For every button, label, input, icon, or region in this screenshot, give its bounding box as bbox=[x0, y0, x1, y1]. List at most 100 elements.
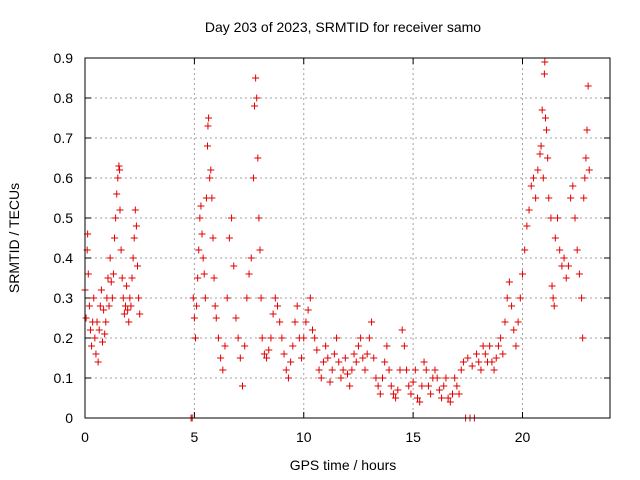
data-point bbox=[510, 326, 518, 334]
data-point bbox=[585, 166, 593, 174]
data-point bbox=[418, 382, 426, 390]
data-point bbox=[86, 326, 94, 334]
data-point bbox=[583, 126, 591, 134]
data-point bbox=[306, 294, 314, 302]
data-point bbox=[189, 294, 197, 302]
data-point bbox=[219, 366, 227, 374]
data-point bbox=[435, 386, 443, 394]
data-point bbox=[344, 370, 351, 378]
data-point bbox=[92, 350, 100, 358]
data-point bbox=[258, 334, 266, 342]
data-point bbox=[131, 206, 139, 214]
data-point bbox=[269, 310, 277, 318]
data-point bbox=[193, 302, 201, 310]
data-point bbox=[253, 94, 261, 102]
data-point bbox=[326, 378, 334, 386]
y-tick-label: 0.6 bbox=[54, 170, 74, 186]
data-point bbox=[128, 274, 136, 282]
x-tick-label: 10 bbox=[296, 429, 312, 445]
data-point bbox=[534, 166, 542, 174]
data-point bbox=[569, 182, 577, 190]
data-point bbox=[414, 394, 421, 402]
data-point bbox=[107, 278, 115, 286]
data-point bbox=[208, 194, 216, 202]
data-point bbox=[508, 302, 516, 310]
data-point bbox=[117, 246, 125, 254]
y-tick-label: 0.5 bbox=[54, 210, 74, 226]
data-point bbox=[424, 382, 432, 390]
data-point bbox=[368, 318, 376, 326]
data-point bbox=[567, 194, 575, 202]
data-point bbox=[523, 222, 531, 230]
data-point bbox=[313, 346, 321, 354]
data-point bbox=[374, 382, 382, 390]
data-point bbox=[540, 70, 548, 78]
data-point bbox=[333, 334, 341, 342]
data-point bbox=[209, 234, 217, 242]
data-point bbox=[284, 374, 292, 382]
data-point bbox=[453, 382, 461, 390]
data-point bbox=[503, 294, 511, 302]
data-point bbox=[99, 338, 106, 346]
data-point bbox=[254, 154, 262, 162]
data-point bbox=[468, 362, 476, 370]
data-point bbox=[118, 274, 126, 282]
data-point bbox=[225, 234, 233, 242]
data-point bbox=[581, 174, 589, 182]
data-point bbox=[438, 394, 446, 402]
data-point bbox=[119, 294, 127, 302]
data-point bbox=[105, 302, 113, 310]
data-point bbox=[361, 366, 369, 374]
data-point bbox=[116, 166, 124, 174]
data-point bbox=[113, 190, 121, 198]
data-point bbox=[505, 278, 513, 286]
data-point bbox=[560, 254, 568, 262]
y-tick-label: 0.1 bbox=[54, 370, 74, 386]
data-point bbox=[536, 150, 544, 158]
data-point bbox=[543, 126, 551, 134]
data-point bbox=[95, 326, 103, 334]
data-point bbox=[311, 334, 319, 342]
data-point bbox=[263, 354, 271, 362]
data-point bbox=[196, 214, 204, 222]
data-point bbox=[108, 294, 116, 302]
data-point bbox=[328, 366, 336, 374]
data-point bbox=[205, 114, 213, 122]
data-point bbox=[579, 334, 587, 342]
data-point bbox=[354, 342, 362, 350]
data-point bbox=[129, 254, 137, 262]
data-point bbox=[232, 314, 240, 322]
data-point bbox=[251, 102, 259, 110]
data-point bbox=[90, 294, 98, 302]
data-point bbox=[548, 282, 556, 290]
data-point bbox=[457, 366, 465, 374]
data-point bbox=[130, 234, 138, 242]
data-point bbox=[201, 294, 209, 302]
data-point bbox=[541, 58, 549, 66]
y-tick-label: 0 bbox=[65, 410, 73, 426]
data-point bbox=[124, 306, 132, 314]
data-point bbox=[400, 342, 408, 350]
plot-frame bbox=[84, 57, 611, 419]
data-point bbox=[197, 202, 205, 210]
data-point bbox=[564, 262, 572, 270]
data-point bbox=[204, 122, 212, 130]
data-point bbox=[422, 366, 430, 374]
data-point bbox=[527, 182, 535, 190]
data-point bbox=[304, 306, 312, 314]
data-point bbox=[249, 174, 257, 182]
data-point bbox=[488, 358, 496, 366]
data-point bbox=[575, 270, 583, 278]
data-point bbox=[547, 214, 555, 222]
data-point bbox=[322, 342, 330, 350]
data-point bbox=[91, 334, 99, 342]
data-point bbox=[479, 342, 487, 350]
data-point bbox=[241, 342, 249, 350]
data-point bbox=[551, 234, 559, 242]
data-point bbox=[265, 346, 273, 354]
data-point bbox=[230, 262, 238, 270]
data-point bbox=[538, 106, 546, 114]
data-point bbox=[409, 378, 417, 386]
data-point bbox=[223, 294, 231, 302]
data-point bbox=[243, 294, 251, 302]
